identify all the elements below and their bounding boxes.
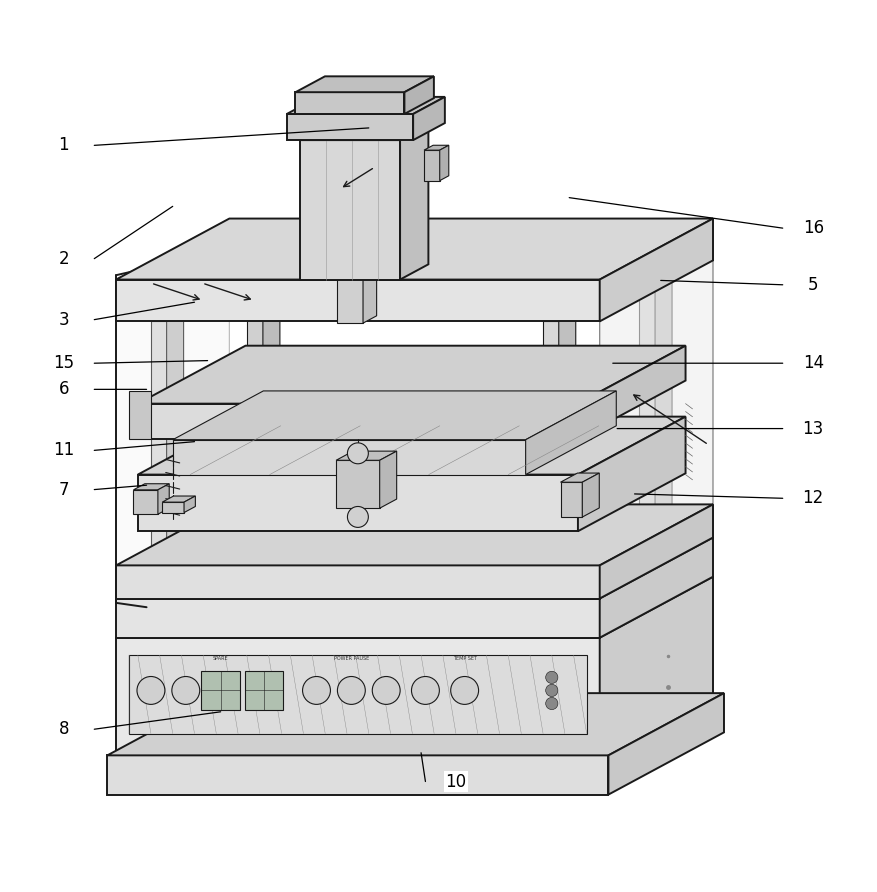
Polygon shape (337, 276, 363, 323)
Polygon shape (167, 312, 183, 566)
Text: POWER PAUSE: POWER PAUSE (334, 656, 369, 660)
Polygon shape (380, 451, 396, 508)
Polygon shape (404, 77, 434, 114)
Polygon shape (600, 538, 713, 638)
Polygon shape (173, 440, 525, 475)
Bar (202, 672, 239, 710)
Polygon shape (424, 150, 439, 181)
Text: 2: 2 (59, 250, 69, 268)
Polygon shape (296, 92, 404, 114)
Text: TEMP SET: TEMP SET (453, 656, 476, 660)
Polygon shape (569, 391, 591, 439)
Polygon shape (336, 451, 396, 460)
Polygon shape (116, 279, 600, 321)
Circle shape (545, 698, 558, 710)
Polygon shape (300, 140, 400, 279)
Polygon shape (639, 260, 672, 269)
Polygon shape (424, 145, 449, 150)
Text: 13: 13 (802, 419, 824, 438)
Polygon shape (116, 219, 230, 599)
Text: 7: 7 (59, 481, 69, 499)
Polygon shape (116, 504, 713, 566)
Bar (245, 672, 283, 710)
Polygon shape (133, 490, 158, 514)
Polygon shape (263, 260, 280, 514)
Polygon shape (116, 219, 713, 279)
Polygon shape (560, 473, 599, 483)
Text: 16: 16 (802, 219, 824, 237)
Text: 12: 12 (802, 490, 824, 508)
Polygon shape (336, 460, 380, 508)
Polygon shape (107, 756, 609, 795)
Polygon shape (116, 577, 713, 638)
Polygon shape (151, 312, 183, 321)
Polygon shape (296, 77, 434, 92)
Polygon shape (639, 269, 655, 514)
Polygon shape (116, 538, 713, 599)
Circle shape (372, 676, 400, 705)
Polygon shape (129, 655, 587, 733)
Text: SPARE: SPARE (213, 656, 228, 660)
Text: 3: 3 (59, 310, 69, 328)
Polygon shape (247, 269, 263, 514)
Circle shape (451, 676, 479, 705)
Polygon shape (582, 473, 599, 517)
Polygon shape (600, 219, 713, 599)
Polygon shape (158, 483, 169, 514)
Text: 11: 11 (53, 442, 75, 459)
Text: 6: 6 (59, 380, 69, 399)
Polygon shape (107, 693, 724, 756)
Circle shape (411, 676, 439, 705)
Polygon shape (600, 577, 713, 760)
Text: 10: 10 (446, 772, 467, 790)
Polygon shape (578, 417, 686, 532)
Polygon shape (162, 496, 196, 502)
Polygon shape (184, 496, 196, 513)
Polygon shape (363, 268, 376, 323)
Circle shape (303, 676, 331, 705)
Polygon shape (300, 125, 428, 140)
Polygon shape (413, 97, 445, 140)
Circle shape (172, 676, 200, 705)
Polygon shape (609, 693, 724, 795)
Circle shape (347, 507, 368, 527)
Polygon shape (116, 566, 600, 599)
Polygon shape (138, 475, 578, 532)
Polygon shape (439, 145, 449, 181)
Polygon shape (138, 346, 686, 404)
Polygon shape (116, 599, 600, 638)
Polygon shape (400, 125, 428, 279)
Polygon shape (138, 417, 686, 475)
Circle shape (545, 672, 558, 683)
Polygon shape (173, 391, 617, 440)
Polygon shape (138, 404, 578, 439)
Polygon shape (543, 321, 559, 566)
Circle shape (137, 676, 165, 705)
Polygon shape (655, 260, 672, 514)
Polygon shape (600, 504, 713, 599)
Polygon shape (337, 268, 376, 276)
Text: 14: 14 (802, 354, 824, 372)
Polygon shape (116, 638, 600, 760)
Polygon shape (129, 391, 151, 439)
Text: 8: 8 (59, 720, 69, 739)
Polygon shape (287, 114, 413, 140)
Circle shape (347, 442, 368, 464)
Polygon shape (287, 97, 445, 114)
Polygon shape (559, 312, 576, 566)
Polygon shape (247, 260, 280, 269)
Text: 15: 15 (53, 354, 75, 372)
Polygon shape (543, 312, 576, 321)
Circle shape (545, 684, 558, 697)
Polygon shape (525, 391, 617, 475)
Polygon shape (133, 483, 169, 490)
Text: 5: 5 (808, 276, 818, 293)
Polygon shape (560, 483, 582, 517)
Text: 1: 1 (59, 136, 69, 154)
Circle shape (338, 676, 366, 705)
Polygon shape (578, 346, 686, 439)
Polygon shape (151, 321, 167, 566)
Polygon shape (600, 219, 713, 321)
Polygon shape (162, 502, 184, 513)
